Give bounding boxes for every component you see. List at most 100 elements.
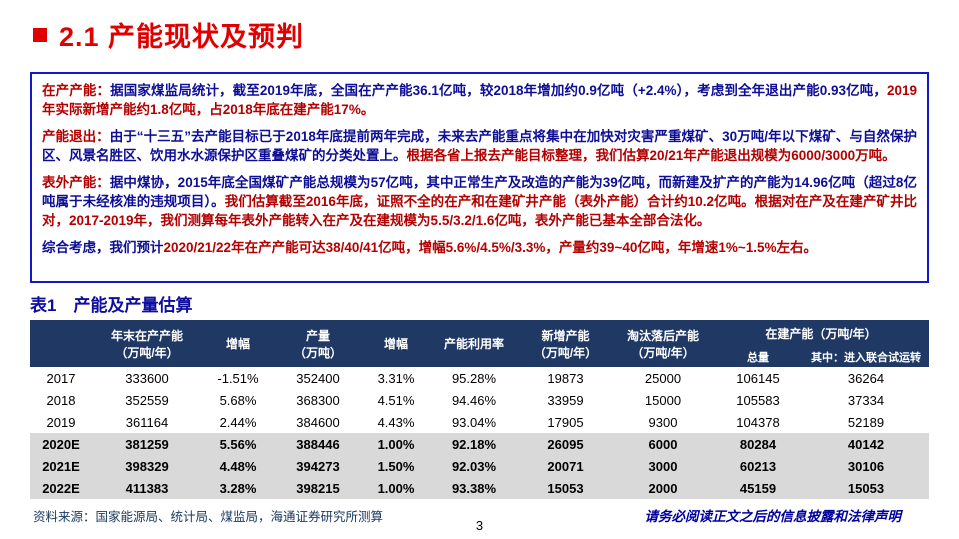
text-segment: 2019年实际新增产能约1.8亿吨，占2018年底在建产能17%。	[42, 83, 918, 117]
table-cell: 33959	[547, 392, 584, 408]
table-cell: 3.31%	[377, 370, 415, 386]
page-title: 2.1 产能现状及预判	[59, 22, 305, 52]
table-cell: 30106	[803, 455, 929, 477]
table-cell: 25000	[644, 370, 682, 386]
text-segment: 根据各省上报去产能目标整理，我们估算20/21年产能退出规模为6000/3000…	[406, 148, 896, 163]
table-header: 年末在产产能 （万吨/年） 增幅 产量 （万吨） 增幅 产能利用率 新增产能 （…	[30, 320, 929, 367]
table-cell: 92.03%	[430, 455, 518, 477]
table-row: 2021E 398329 4.48% 394273 1.50% 92.03% 20071 30…	[30, 455, 929, 477]
table-cell: 384600	[296, 414, 340, 430]
table-cell: 80284	[713, 433, 803, 455]
table-cell: 93.04%	[451, 414, 497, 430]
table-cell: 411383	[92, 477, 202, 499]
table-cell: 104378	[736, 414, 780, 430]
year-cell: 2019	[46, 414, 76, 430]
capacity-table: 年末在产产能 （万吨/年） 增幅 产量 （万吨） 增幅 产能利用率 新增产能 （…	[30, 320, 929, 499]
header-cell-joint-trial: 其中：进入联合试运转	[803, 347, 929, 367]
header-cell-new-capacity: 新增产能 （万吨/年）	[518, 320, 613, 367]
table-cell: 20071	[518, 455, 613, 477]
table-cell: 19873	[547, 370, 584, 386]
table-cell: 4.51%	[377, 392, 415, 408]
table-cell: 105583	[736, 392, 780, 408]
header: 2.1 产能现状及预判	[33, 15, 304, 54]
table-row: 2020E 381259 5.56% 388446 1.00% 92.18% 26095 60…	[30, 433, 929, 455]
table-cell: 93.38%	[430, 477, 518, 499]
table-cell: 15053	[518, 477, 613, 499]
year-cell: 2022E	[30, 477, 92, 499]
text-segment: 产能退出：	[42, 129, 110, 144]
table-cell: 6000	[613, 433, 713, 455]
table-cell: 15053	[803, 477, 929, 499]
text-segment: 在产产能：	[42, 83, 111, 98]
summary-box: 在产产能：据国家煤监局统计，截至2019年底，全国在产产能36.1亿吨，较201…	[30, 72, 929, 283]
table-cell: 45159	[713, 477, 803, 499]
table-cell: 52189	[847, 414, 885, 430]
table-cell: 5.68%	[219, 392, 257, 408]
table-cell: 368300	[296, 392, 340, 408]
table-cell: 1.50%	[362, 455, 430, 477]
table-cell: 9300	[648, 414, 678, 430]
year-cell: 2017	[46, 370, 76, 386]
table-cell: 15000	[644, 392, 682, 408]
year-cell: 2020E	[30, 433, 92, 455]
text-segment: 综合考虑，我们预计	[42, 240, 164, 255]
summary-paragraph: 表外产能：据中煤协，2015年底全国煤矿产能总规模为57亿吨，其中正常生产及改造…	[42, 173, 917, 230]
year-cell: 2021E	[30, 455, 92, 477]
table-cell: 92.18%	[430, 433, 518, 455]
table-cell: -1.51%	[217, 370, 259, 386]
table-cell: 2000	[613, 477, 713, 499]
text-segment: 2020/21/22年在产产能可达38/40/41亿吨，增幅5.6%/4.5%/…	[163, 240, 818, 255]
table-cell: 1.00%	[362, 433, 430, 455]
table-cell: 17905	[547, 414, 584, 430]
table-cell: 106145	[736, 370, 780, 386]
table-cell: 4.43%	[377, 414, 415, 430]
table-cell: 361164	[125, 414, 169, 430]
table-cell: 37334	[847, 392, 885, 408]
header-cell-year	[30, 320, 92, 367]
table-cell: 40142	[803, 433, 929, 455]
table-cell: 4.48%	[202, 455, 274, 477]
table-row: 2018 352559 5.68% 368300 4.51% 94.46% 33959 150…	[30, 389, 929, 411]
header-cell-capacity-growth: 增幅	[202, 320, 274, 367]
header-cell-under-construction-group: 在建产能（万吨/年）	[713, 320, 929, 347]
table-row: 2019 361164 2.44% 384600 4.43% 93.04% 17905 930…	[30, 411, 929, 433]
table-cell: 381259	[92, 433, 202, 455]
table-cell: 95.28%	[451, 370, 497, 386]
table-cell: 398329	[92, 455, 202, 477]
table-cell: 394273	[274, 455, 362, 477]
table-cell: 60213	[713, 455, 803, 477]
table-cell: 333600	[125, 370, 169, 386]
title-bullet-icon	[33, 27, 47, 42]
text-segment: 由于“十三五”去产能目标已于2018年底提前两年完成，未来去产能重点将集中在加快…	[42, 129, 917, 163]
table-cell: 3000	[613, 455, 713, 477]
table-cell: 2.44%	[219, 414, 257, 430]
table-cell: 352400	[296, 370, 340, 386]
table-cell: 94.46%	[451, 392, 497, 408]
table-row: 2017 333600 -1.51% 352400 3.31% 95.28% 19873 25…	[30, 367, 929, 389]
text-segment: 据中煤协，2015年底全国煤矿产能总规模为57亿吨，其中正常生产及改造的产能为3…	[42, 175, 917, 209]
text-segment: 表外产能：	[42, 175, 110, 190]
table-cell: 36264	[847, 370, 885, 386]
summary-paragraph: 产能退出：由于“十三五”去产能目标已于2018年底提前两年完成，未来去产能重点将…	[42, 127, 917, 165]
table-cell: 5.56%	[202, 433, 274, 455]
summary-paragraph: 综合考虑，我们预计2020/21/22年在产产能可达38/40/41亿吨，增幅5…	[42, 238, 917, 257]
table-cell: 1.00%	[362, 477, 430, 499]
disclaimer: 请务必阅读正文之后的信息披露和法律声明	[644, 509, 902, 524]
source-note: 资料来源：国家能源局、统计局、煤监局，海通证券研究所测算	[33, 510, 384, 524]
header-cell-total: 总量	[713, 347, 803, 367]
capacity-table-body: 2017 333600 -1.51% 352400 3.31% 95.28% 19873 25…	[30, 367, 929, 499]
header-cell-utilization: 产能利用率	[430, 320, 518, 367]
text-segment: 我们估算截至2016年底，证照不全的在产和在建矿井产能（表外产能）合计约10.2…	[42, 194, 917, 228]
table-title: 表1 产能及产量估算	[30, 296, 193, 315]
summary-paragraph: 在产产能：据国家煤监局统计，截至2019年底，全国在产产能36.1亿吨，较201…	[42, 81, 917, 119]
header-cell-output: 产量 （万吨）	[274, 320, 362, 367]
page-number: 3	[475, 518, 484, 533]
year-cell: 2018	[46, 392, 76, 408]
text-segment: 据国家煤监局统计，截至2019年底，全国在产产能36.1亿吨，较2018年增加约…	[110, 83, 887, 98]
table-cell: 26095	[518, 433, 613, 455]
header-cell-output-growth: 增幅	[362, 320, 430, 367]
header-cell-eliminated-capacity: 淘汰落后产能 （万吨/年）	[613, 320, 713, 367]
table-cell: 352559	[125, 392, 169, 408]
header-cell-capacity: 年末在产产能 （万吨/年）	[92, 320, 202, 367]
